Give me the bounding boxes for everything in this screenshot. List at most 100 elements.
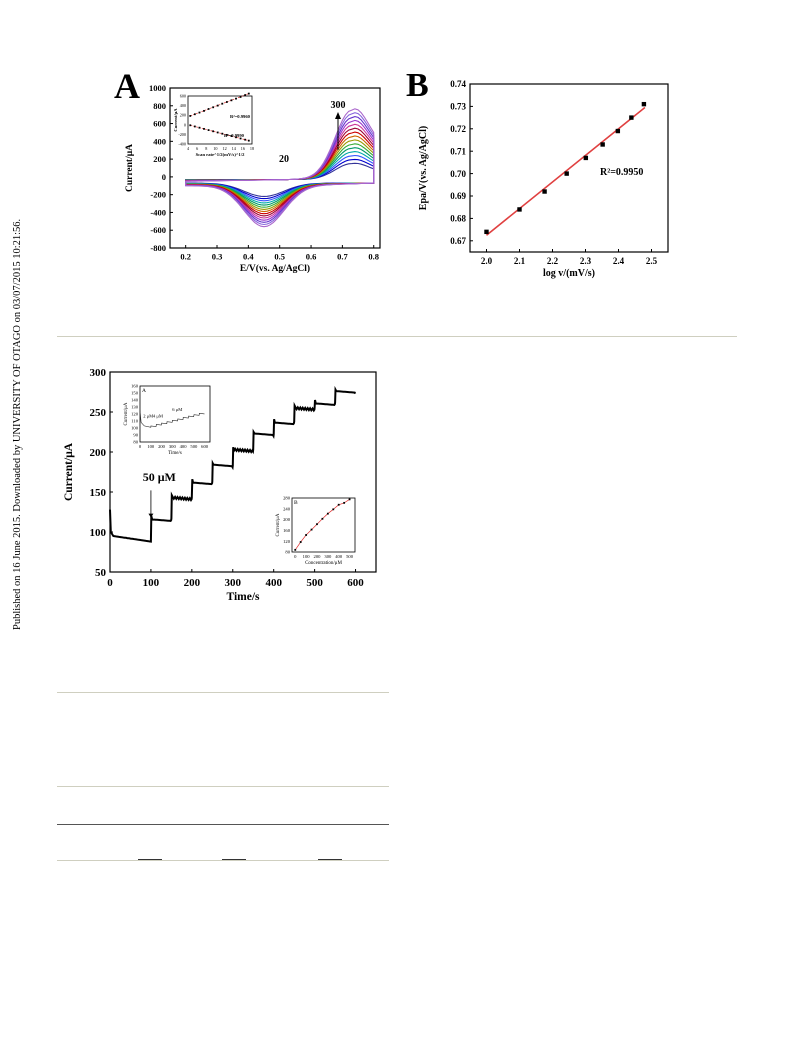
panel-letter-a: A — [114, 66, 140, 106]
amp-y-tick-label: 150 — [90, 487, 107, 499]
cv-inset-point-upper — [221, 102, 224, 105]
cv-inset-x-axis-label: Scan rate^1/2(mV/s)^1/2 — [196, 152, 246, 157]
amp-inset-a-x-axis-label: Time/s — [168, 451, 182, 456]
amp-inset-a-y-tick-label: 120 — [131, 412, 139, 417]
cv-inset-x-tick-label: 14 — [232, 146, 237, 151]
amp-inset-b-frame — [291, 497, 356, 553]
cv-x-tick-label: 0.6 — [306, 252, 317, 262]
amp-inset-b-point — [316, 523, 318, 526]
amp-inset-b-y-tick-label: 200 — [283, 517, 291, 522]
amp-inset-a-y-tick-label: 110 — [131, 419, 138, 424]
cv-inset-point-upper — [235, 97, 237, 100]
scan-arrow-head — [335, 112, 341, 119]
cv-inset-y-axis-label: Current/μA — [173, 108, 178, 132]
amp-inset-b-letter: B — [294, 500, 298, 506]
amp-inset-a-annotation-2: 2 μM — [143, 414, 153, 419]
amp-inset-a-y-tick-label: 90 — [133, 433, 138, 438]
amp-inset-a-x-tick-label: 200 — [158, 444, 166, 449]
epa-x-tick-label: 2.5 — [646, 256, 658, 266]
epa-data-point — [583, 155, 589, 161]
epa-x-tick-label: 2.0 — [481, 256, 493, 266]
cv-y-tick-label: 400 — [153, 136, 166, 146]
cv-inset-point-lower — [212, 130, 215, 133]
cv-y-axis-label: Current/μA — [125, 144, 135, 192]
cv-y-tick-label: 800 — [153, 101, 166, 111]
amp-x-tick-label: 0 — [107, 577, 113, 589]
amp-inset-b-bg — [277, 494, 360, 568]
cv-inset-point-lower — [244, 138, 247, 141]
cv-inset-point-upper — [225, 101, 228, 103]
epa-y-tick-label: 0.68 — [450, 214, 466, 224]
cv-inset-point-upper — [216, 104, 219, 107]
amp-inset-a-bg — [124, 382, 214, 458]
cv-inset-point-lower — [221, 132, 224, 135]
epa-y-tick-label: 0.71 — [450, 146, 466, 156]
cv-x-tick-label: 0.2 — [180, 252, 191, 262]
cv-inset-point-upper — [207, 108, 210, 110]
amp-y-tick-label: 300 — [90, 367, 107, 379]
amp-inset-a-y-tick-label: 100 — [131, 426, 139, 431]
download-notice-text: Published on 16 June 2015. Downloaded by… — [12, 218, 23, 630]
section-divider — [57, 336, 737, 337]
epa-x-tick-label: 2.4 — [613, 256, 625, 266]
amp-step-arrow-head — [148, 513, 154, 518]
epa-data-point — [641, 101, 647, 107]
amp-step-label: 50 μM — [143, 470, 176, 484]
cv-inset-point-lower — [198, 126, 201, 129]
amp-inset-b-point — [337, 503, 340, 506]
amp-x-tick-label: 100 — [143, 577, 160, 589]
panel-letter-b: B — [406, 67, 429, 104]
amp-x-tick-label: 200 — [184, 577, 201, 589]
amp-inset-b-x-tick-label: 400 — [335, 554, 343, 559]
cv-inset-point-upper — [230, 99, 233, 102]
epa-r2-label: R²=0.9950 — [600, 167, 643, 178]
table-column-stub — [222, 859, 246, 860]
table-column-stub — [138, 859, 162, 860]
amp-inset-b-y-axis-label: Current/μA — [276, 513, 281, 536]
cv-inset-x-tick-label: 18 — [250, 146, 254, 151]
cv-y-tick-label: 0 — [162, 172, 166, 182]
amp-x-tick-label: 600 — [347, 577, 364, 589]
table-bottom-rule — [57, 860, 389, 861]
amp-inset-a-y-tick-label: 130 — [131, 405, 139, 410]
cv-y-tick-label: -800 — [150, 243, 166, 253]
cv-inset-x-tick-label: 10 — [213, 146, 217, 151]
cv-inset-point-upper — [212, 106, 215, 109]
amp-current-trace — [109, 385, 357, 543]
amp-inset-b-point — [305, 534, 308, 536]
amp-x-tick-label: 500 — [306, 577, 323, 589]
epa-data-point — [542, 189, 547, 194]
cv-inset-point-lower — [230, 135, 233, 137]
cv-inset-point-lower — [207, 129, 210, 131]
epa-x-tick-label: 2.2 — [547, 256, 559, 266]
cv-inset-x-tick-label: 4 — [187, 146, 190, 151]
cv-inset-frame — [187, 95, 253, 145]
amp-y-tick-label: 100 — [90, 527, 107, 539]
epa-y-tick-label: 0.72 — [450, 124, 466, 134]
cv-inset-point-lower — [216, 131, 219, 134]
cv-inset-point-lower — [247, 139, 250, 142]
amp-inset-a-annotation-6: 6 μM — [172, 407, 182, 412]
amp-inset-a-y-tick-label: 150 — [131, 391, 139, 396]
cv-y-tick-label: -600 — [150, 225, 166, 235]
cv-inset-y-tick-label: -400 — [178, 142, 186, 147]
cv-inset-y-tick-label: -200 — [178, 132, 186, 137]
epa-y-tick-label: 0.73 — [450, 102, 466, 112]
scan-rate-low-label: 20 — [279, 154, 289, 165]
cv-inset-point-upper — [247, 92, 250, 95]
amp-x-axis-label: Time/s — [226, 591, 260, 603]
amp-inset-b-x-tick-label: 0 — [294, 554, 297, 559]
amp-inset-a-letter: A — [142, 388, 146, 394]
amp-inset-a-x-tick-label: 400 — [180, 444, 188, 449]
cv-x-tick-label: 0.5 — [274, 252, 285, 262]
cv-inset-y-tick-label: 400 — [180, 103, 186, 108]
cv-inset-r2-lower: R²=0.9990 — [224, 133, 245, 138]
amp-inset-a-x-tick-label: 300 — [169, 444, 177, 449]
cv-inset-point-upper — [239, 96, 242, 98]
amp-inset-b-x-tick-label: 300 — [324, 554, 332, 559]
cv-x-tick-label: 0.3 — [212, 252, 223, 262]
epa-x-tick-label: 2.3 — [580, 256, 592, 266]
amp-inset-a-x-tick-label: 0 — [139, 444, 142, 449]
epa-y-tick-label: 0.67 — [450, 236, 466, 246]
amp-inset-a-frame — [139, 385, 211, 443]
